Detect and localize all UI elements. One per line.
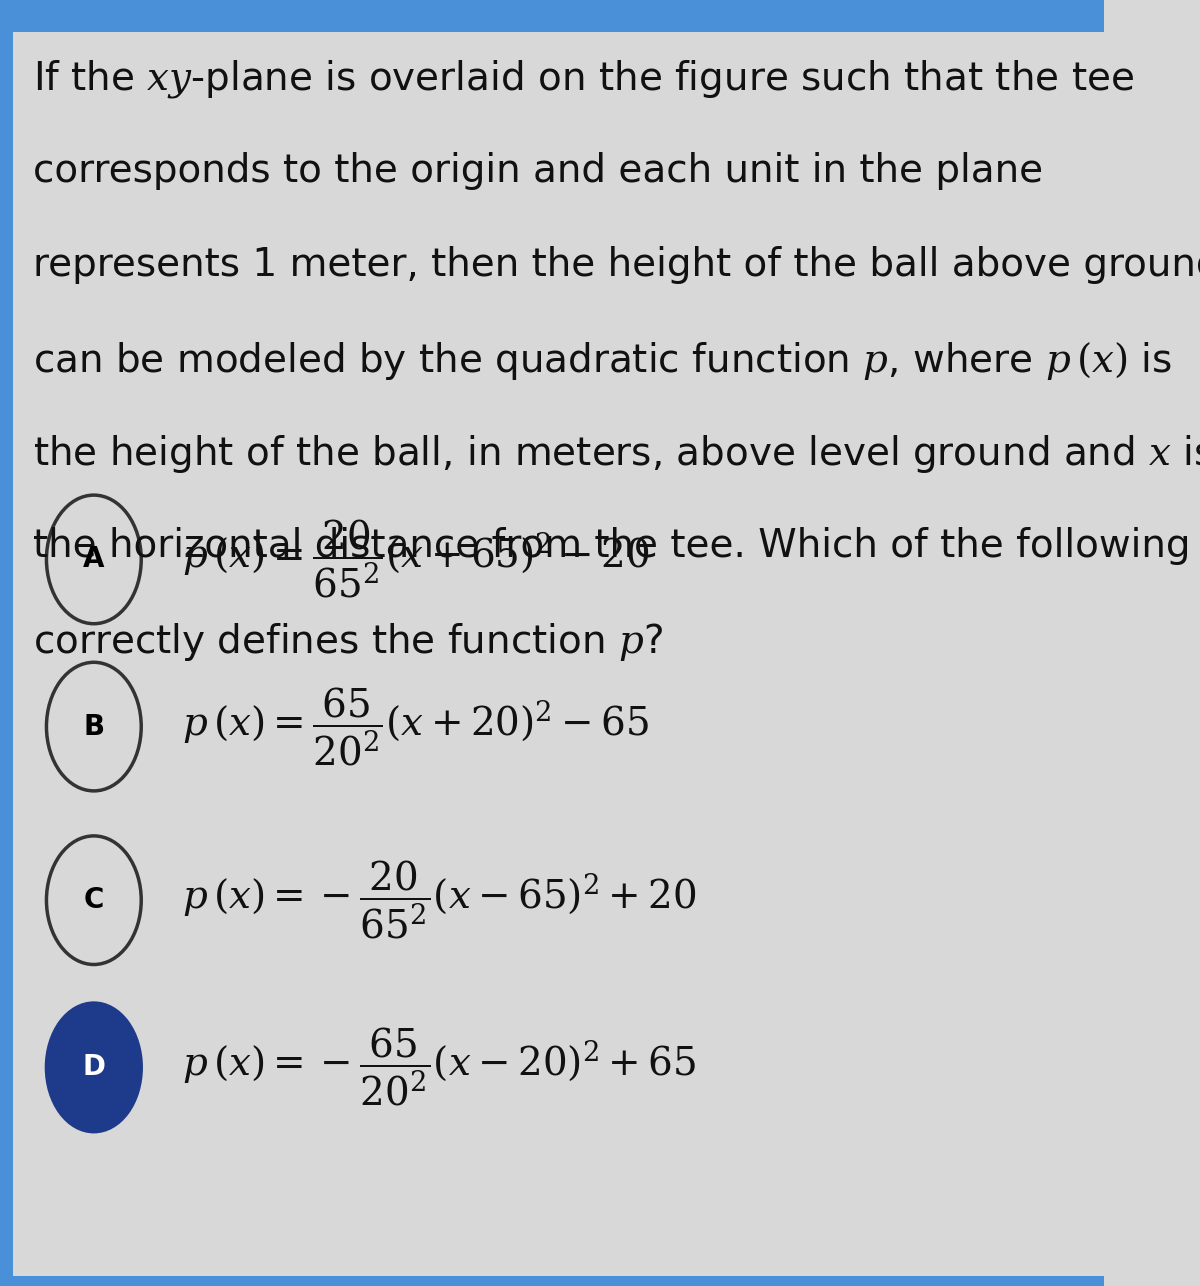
Text: A: A <box>83 545 104 574</box>
Text: the horizontal distance from the tee. Which of the following: the horizontal distance from the tee. Wh… <box>34 527 1190 566</box>
Text: can be modeled by the quadratic function $p$, where $p\,(x)$ is: can be modeled by the quadratic function… <box>34 340 1172 382</box>
Text: If the $xy$-plane is overlaid on the figure such that the tee: If the $xy$-plane is overlaid on the fig… <box>34 58 1134 100</box>
Text: B: B <box>83 712 104 741</box>
Ellipse shape <box>47 1003 142 1132</box>
Text: represents 1 meter, then the height of the ball above ground: represents 1 meter, then the height of t… <box>34 246 1200 284</box>
Text: correctly defines the function $p$?: correctly defines the function $p$? <box>34 621 664 664</box>
Text: $p\,(x) = -\dfrac{20}{65^2}(x - 65)^2 + 20$: $p\,(x) = -\dfrac{20}{65^2}(x - 65)^2 + … <box>182 859 697 941</box>
Ellipse shape <box>47 662 142 791</box>
Text: $p\,(x) = -\dfrac{65}{20^2}(x - 20)^2 + 65$: $p\,(x) = -\dfrac{65}{20^2}(x - 20)^2 + … <box>182 1026 696 1109</box>
Text: corresponds to the origin and each unit in the plane: corresponds to the origin and each unit … <box>34 152 1043 190</box>
Text: $p\,(x) = \dfrac{65}{20^2}(x + 20)^2 - 65$: $p\,(x) = \dfrac{65}{20^2}(x + 20)^2 - 6… <box>182 685 649 768</box>
Bar <box>0 0 13 1286</box>
Bar <box>0 1276 1104 1286</box>
Text: the height of the ball, in meters, above level ground and $x$ is: the height of the ball, in meters, above… <box>34 433 1200 476</box>
Text: D: D <box>83 1053 106 1082</box>
Bar <box>0 0 1104 32</box>
Ellipse shape <box>47 836 142 964</box>
Ellipse shape <box>47 495 142 624</box>
Text: $p\,(x) = \dfrac{20}{65^2}(x + 65)^2 - 20$: $p\,(x) = \dfrac{20}{65^2}(x + 65)^2 - 2… <box>182 518 649 601</box>
Text: C: C <box>84 886 104 914</box>
